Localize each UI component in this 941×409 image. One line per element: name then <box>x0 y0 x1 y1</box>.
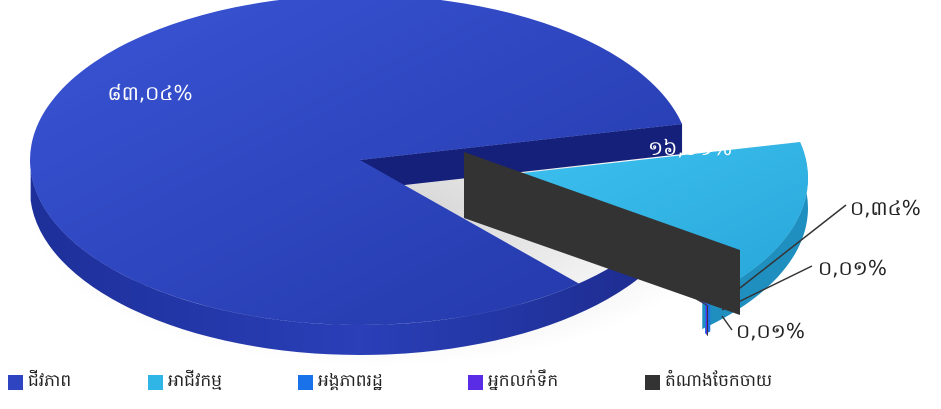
slice-side-3 <box>706 304 708 335</box>
legend-item-3: អ្នកលក់ទឹក <box>468 370 558 395</box>
legend-label-3: អ្នកលក់ទឹក <box>488 371 559 391</box>
data-label-2: ០,៣៤% <box>850 196 921 220</box>
legend-swatch-0 <box>8 375 23 390</box>
leader-line-3 <box>721 265 813 311</box>
leader-line-4 <box>721 315 733 331</box>
legend-swatch-4 <box>645 375 660 390</box>
data-label-0: ៨៣,០៤% <box>108 81 193 105</box>
legend-label-4: តំណាងចែកចាយ <box>665 371 773 391</box>
legend-item-2: អង្គភាពរដ្ឋ <box>298 370 383 395</box>
legend-swatch-2 <box>298 375 313 390</box>
data-label-1: ១៦,៦១% <box>648 136 732 160</box>
data-label-3: ០,០១% <box>818 256 887 280</box>
slice-side-4 <box>707 305 709 336</box>
legend-label-0: ជីវភាព <box>28 371 72 391</box>
leader-line-2 <box>716 204 847 307</box>
data-label-4: ០,០១% <box>736 319 805 343</box>
legend-swatch-1 <box>148 375 163 390</box>
legend-swatch-3 <box>468 375 483 390</box>
legend-label-2: អង្គភាពរដ្ឋ <box>318 371 383 391</box>
legend-item-1: អាជីវកម្ម <box>148 370 222 395</box>
chart-legend: ជីវភាព អាជីវកម្ម អង្គភាពរដ្ឋ អ្នកលក់ទឹក … <box>8 370 908 400</box>
slice-0 <box>30 0 683 325</box>
slice-side-1 <box>702 142 809 330</box>
slice-side-0 <box>30 170 690 356</box>
legend-label-1: អាជីវកម្ម <box>168 371 222 391</box>
legend-item-4: តំណាងចែកចាយ <box>645 370 772 395</box>
legend-item-0: ជីវភាព <box>8 370 71 395</box>
slice-face-0 <box>360 124 683 190</box>
exploded-face <box>464 152 740 315</box>
